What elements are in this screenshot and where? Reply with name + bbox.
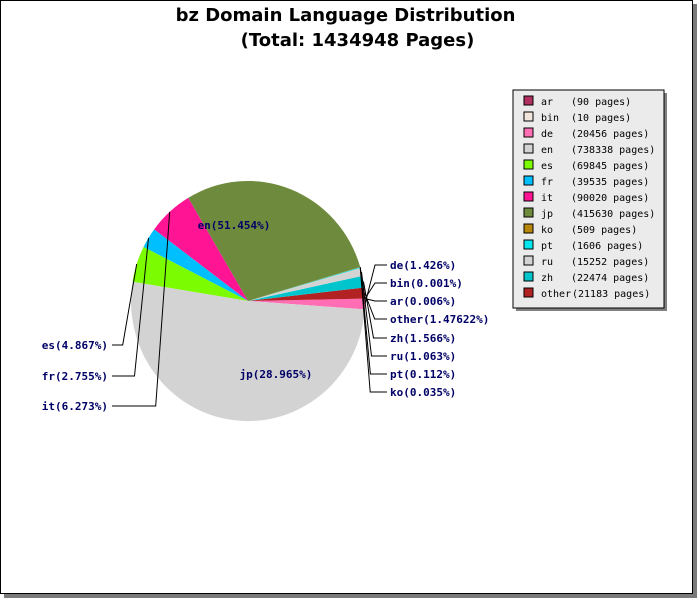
legend-pages-en: (738338 pages) (571, 145, 655, 156)
legend-pages-fr: (39535 pages) (571, 177, 649, 188)
pie-slices (130, 180, 366, 422)
slice-label-ar: ar(0.006%) (390, 295, 456, 308)
legend-pages-other: (21183 pages) (572, 289, 650, 300)
legend-lang-ko: ko (541, 225, 553, 236)
leader-it (112, 211, 171, 407)
legend-lang-es: es (541, 161, 553, 172)
legend-lang-it: it (541, 193, 553, 204)
pie-slice-ru (248, 268, 363, 301)
legend-lang-ar: ar (541, 97, 553, 108)
slice-label-ko: ko(0.035%) (390, 386, 456, 399)
slice-labels: en(51.454%) jp(28.965%) de(1.426%) bin(0.00… (42, 219, 490, 413)
slice-label-de: de(1.426%) (390, 259, 456, 272)
pie-slice-ko (248, 266, 361, 301)
legend-pages-de: (20456 pages) (571, 129, 649, 140)
leader-zh (363, 281, 387, 339)
slice-label-zh: zh(1.566%) (390, 332, 456, 345)
legend-pages-zh: (22474 pages) (571, 273, 649, 284)
legend-swatch-fr (523, 175, 534, 186)
legend-swatch-bin (523, 111, 534, 122)
label-leaders (112, 211, 387, 407)
legend-lang-pt: pt (541, 241, 553, 252)
pie-slice-fr (143, 229, 248, 301)
leader-ar (364, 298, 387, 302)
legend-swatch-pt (523, 239, 534, 250)
legend-pages-pt: (1606 pages) (571, 241, 643, 252)
slice-label-pt: pt(0.112%) (390, 368, 456, 381)
legend-swatch-it (523, 191, 534, 202)
slice-label-es: es(4.867%) (42, 339, 108, 352)
legend-pages-ko: (509 pages) (571, 225, 637, 236)
legend-swatch-zh (523, 271, 534, 282)
chart-subtitle: (Total: 1434948 Pages) (240, 30, 475, 51)
slice-label-jp: jp(28.965%) (240, 368, 313, 381)
legend-lang-de: de (541, 129, 553, 140)
legend-lang-bin: bin (541, 113, 559, 124)
leader-es (112, 263, 138, 346)
legend-pages-it: (90020 pages) (571, 193, 649, 204)
legend-swatch-ar (523, 95, 534, 106)
legend-lang-other: other (541, 289, 571, 300)
legend-lang-ru: ru (541, 257, 553, 268)
slice-label-ru: ru(1.063%) (390, 350, 456, 363)
legend-pages-es: (69845 pages) (571, 161, 649, 172)
leader-other (364, 292, 387, 320)
leader-pt (359, 267, 387, 375)
leader-fr (112, 237, 149, 377)
pie-slice-de (248, 298, 366, 310)
legend-lang-jp: jp (541, 209, 553, 220)
legend-swatch-en (523, 143, 534, 154)
pie-slice-ar (248, 298, 365, 301)
pie-slice-jp (188, 180, 361, 301)
legend-box (512, 89, 665, 309)
legend-pages-ru: (15252 pages) (571, 257, 649, 268)
leader-ko (359, 267, 387, 393)
legend-swatch-de (523, 127, 534, 138)
leader-ru (361, 271, 387, 357)
pie-slice-zh (248, 275, 365, 301)
legend-lang-en: en (541, 145, 553, 156)
slice-label-fr: fr(2.755%) (42, 370, 108, 383)
chart-title: bz Domain Language Distribution (175, 5, 516, 26)
legend-swatch-ko (523, 223, 534, 234)
legend-lang-fr: fr (541, 177, 553, 188)
legend-swatch-ru (523, 255, 534, 266)
leader-bin (364, 282, 387, 299)
pie-slice-other (248, 287, 365, 301)
legend-swatch-other (523, 287, 534, 298)
slice-label-bin: bin(0.001%) (390, 277, 463, 290)
slice-label-other: other(1.47622%) (390, 313, 489, 326)
legend: ar (90 pages) bin (10 pages) de (20456 pages)… (512, 89, 667, 311)
legend-swatch-es (523, 159, 534, 170)
leader-de (364, 264, 387, 305)
legend-pages-ar: (90 pages) (571, 97, 631, 108)
pie-slice-it (154, 197, 248, 301)
pie-slice-es (132, 246, 248, 301)
slice-label-it: it(6.273%) (42, 400, 108, 413)
legend-pages-jp: (415630 pages) (571, 209, 655, 220)
legend-swatch-jp (523, 207, 534, 218)
legend-lang-zh: zh (541, 273, 553, 284)
pie-slice-pt (248, 267, 361, 301)
slice-label-en: en(51.454%) (198, 219, 271, 232)
pie-slice-bin (248, 298, 365, 301)
pie-slice-en (130, 281, 365, 422)
legend-pages-bin: (10 pages) (571, 113, 631, 124)
